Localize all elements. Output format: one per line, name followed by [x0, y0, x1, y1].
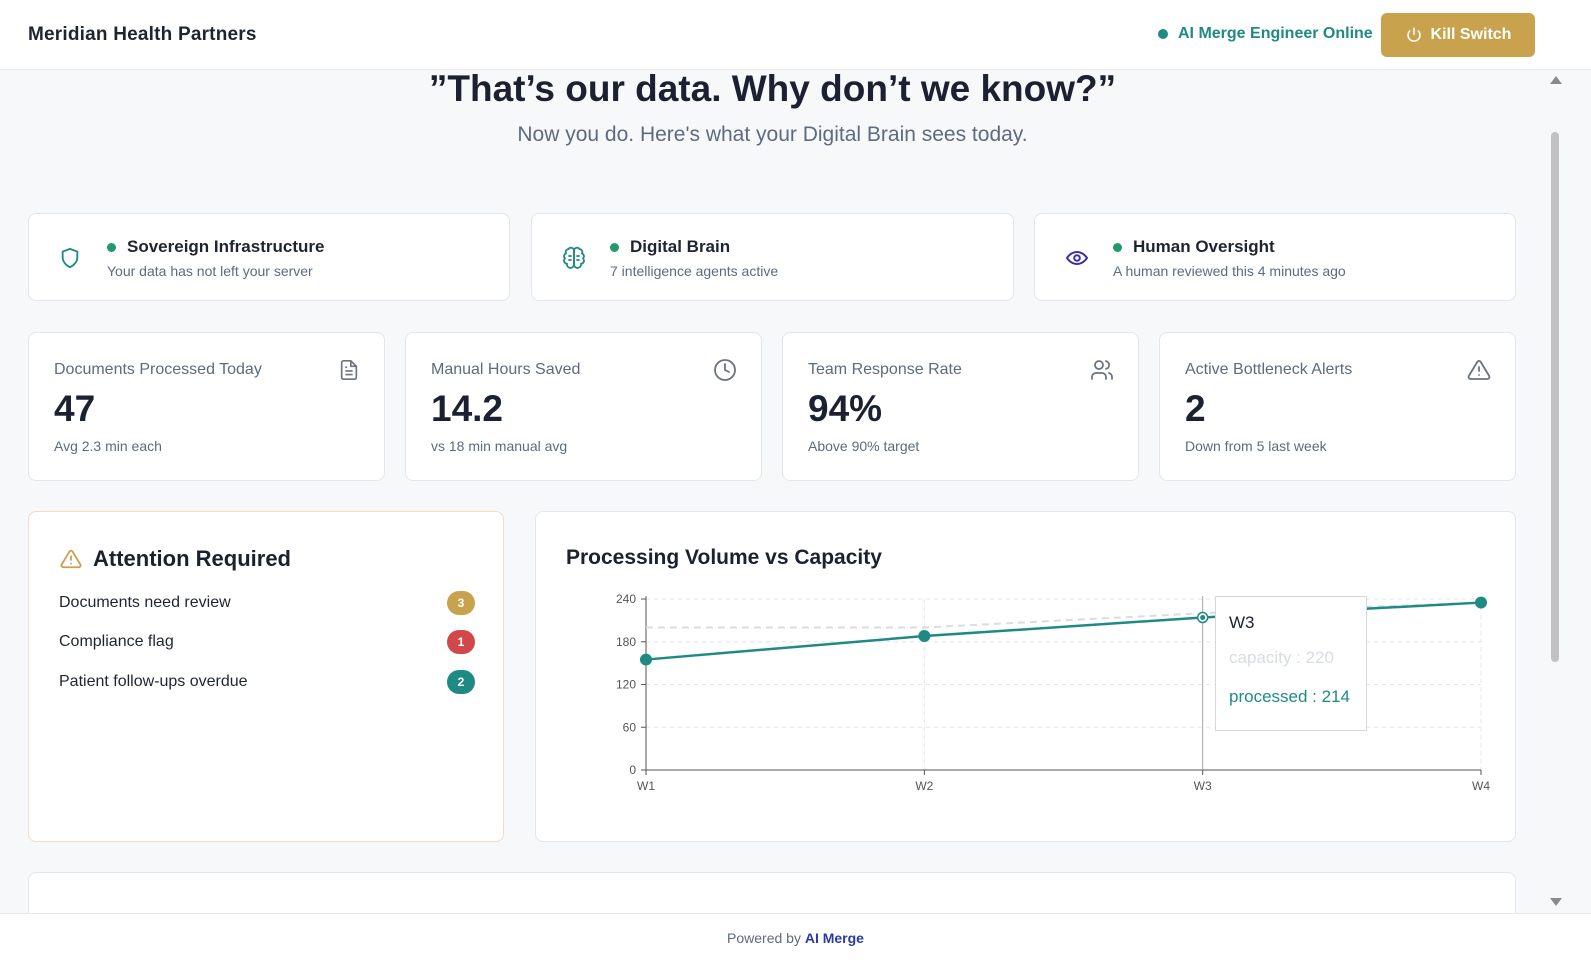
y-tick-label: 0: [629, 763, 636, 777]
kpi-subtext: Down from 5 last week: [1185, 438, 1327, 454]
scroll-down-icon[interactable]: [1550, 898, 1562, 906]
status-card-title: Sovereign Infrastructure: [127, 237, 325, 256]
y-tick-label: 180: [616, 635, 636, 649]
processed-point: [640, 653, 652, 666]
x-tick-label: W4: [1472, 779, 1490, 793]
power-icon: [1406, 27, 1421, 42]
kpi-label: Documents Processed Today: [54, 361, 262, 378]
kpi-value: 47: [54, 388, 96, 429]
status-card-subtitle: Your data has not left your server: [107, 263, 313, 279]
chart-card: Processing Volume vs Capacity 0 60 120 180 2…: [535, 511, 1516, 842]
footer-prefix: Powered by: [727, 930, 801, 946]
document-icon: [338, 358, 360, 387]
tooltip-label: W3: [1229, 613, 1255, 632]
kill-switch-button[interactable]: Kill Switch: [1381, 13, 1535, 57]
status-card-subtitle: 7 intelligence agents active: [610, 263, 779, 279]
footer-brand-link[interactable]: AI Merge: [804, 930, 864, 946]
kpi-value: 2: [1185, 388, 1206, 429]
attention-item-label: Patient follow-ups overdue: [59, 673, 248, 690]
attention-card: Attention Required Documents need review…: [28, 511, 504, 842]
shield-icon: [59, 246, 81, 275]
top-bar: Meridian Health Partners AI Merge Engine…: [0, 0, 1591, 70]
kpi-value: 14.2: [431, 388, 504, 429]
processed-point: [1475, 596, 1487, 609]
kpi-label: Active Bottleneck Alerts: [1185, 361, 1353, 378]
status-card-digital-brain: Digital Brain 7 intelligence agents acti…: [531, 213, 1014, 301]
attention-item-compliance[interactable]: Compliance flag 1: [59, 629, 475, 655]
kpi-label: Manual Hours Saved: [431, 361, 581, 378]
processed-point: [918, 630, 931, 643]
y-tick-label: 60: [623, 720, 637, 734]
y-tick-label: 120: [616, 678, 636, 692]
kpi-card-response-rate: Team Response Rate 94% Above 90% target: [782, 332, 1139, 481]
count-badge: 3: [447, 591, 475, 615]
engineer-status: AI Merge Engineer Online: [1158, 25, 1373, 43]
warning-icon: [60, 549, 82, 569]
count-badge: 1: [447, 630, 475, 654]
hero-title: ”That’s our data. Why don’t we know?”: [428, 68, 1117, 109]
brand-name: Meridian Health Partners: [28, 24, 257, 45]
x-tick-label: W3: [1194, 779, 1212, 793]
clock-icon: [713, 358, 737, 387]
kpi-subtext: Above 90% target: [808, 438, 920, 454]
scrollbar-thumb[interactable]: [1551, 132, 1559, 662]
attention-item-review[interactable]: Documents need review 3: [59, 590, 475, 616]
kpi-card-bottleneck-alerts: Active Bottleneck Alerts 2 Down from 5 l…: [1159, 332, 1516, 481]
status-card-title: Digital Brain: [630, 237, 731, 256]
attention-item-label: Compliance flag: [59, 633, 174, 650]
chart-tooltip: W3 capacity : 220 processed : 214: [1215, 596, 1367, 731]
scroll-up-icon[interactable]: [1550, 76, 1562, 84]
kpi-subtext: Avg 2.3 min each: [54, 438, 162, 454]
status-card-subtitle: A human reviewed this 4 minutes ago: [1113, 263, 1346, 279]
tooltip-capacity: capacity : 220: [1229, 648, 1334, 667]
processing-volume-chart[interactable]: 0 60 120 180 240 W1 W2 W3 W4: [536, 512, 1517, 843]
chart-title: Processing Volume vs Capacity: [566, 546, 882, 569]
status-dot-icon: [610, 242, 619, 252]
kill-switch-label: Kill Switch: [1430, 26, 1512, 43]
processed-point-active-core: [1200, 615, 1206, 621]
attention-item-followups[interactable]: Patient follow-ups overdue 2: [59, 669, 475, 695]
count-badge: 2: [447, 670, 475, 694]
status-card-sovereign: Sovereign Infrastructure Your data has n…: [28, 213, 510, 301]
users-icon: [1090, 358, 1114, 387]
x-tick-label: W1: [637, 779, 655, 793]
y-tick-label: 240: [616, 592, 636, 606]
kpi-label: Team Response Rate: [808, 361, 962, 378]
status-card-title: Human Oversight: [1133, 237, 1275, 256]
footer: Powered by AI Merge: [0, 913, 1591, 977]
kpi-card-hours-saved: Manual Hours Saved 14.2 vs 18 min manual…: [405, 332, 762, 481]
kpi-subtext: vs 18 min manual avg: [431, 438, 568, 454]
brain-icon: [562, 246, 586, 275]
attention-title: Attention Required: [93, 546, 291, 571]
x-tick-label: W2: [915, 779, 933, 793]
hero-subtitle: Now you do. Here's what your Digital Bra…: [517, 123, 1028, 146]
alert-icon: [1467, 358, 1491, 387]
online-dot-icon: [1158, 29, 1168, 39]
tooltip-processed: processed : 214: [1229, 687, 1350, 706]
status-dot-icon: [1113, 242, 1122, 252]
attention-item-label: Documents need review: [59, 594, 231, 611]
status-card-human-oversight: Human Oversight A human reviewed this 4 …: [1034, 213, 1516, 301]
kpi-value: 94%: [808, 388, 883, 429]
eye-icon: [1065, 246, 1089, 275]
kpi-card-documents: Documents Processed Today 47 Avg 2.3 min…: [28, 332, 385, 481]
engineer-status-label: AI Merge Engineer Online: [1178, 25, 1373, 42]
attention-heading: Attention Required: [59, 546, 291, 572]
status-dot-icon: [107, 242, 116, 252]
